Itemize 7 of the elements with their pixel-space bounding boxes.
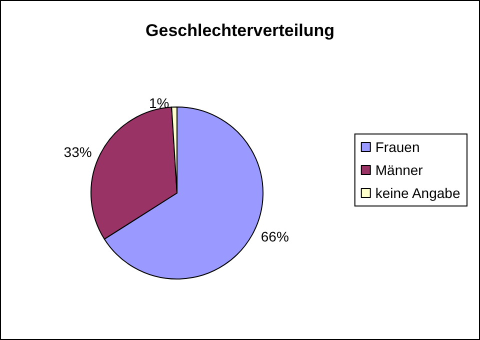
legend-label: keine Angabe	[375, 185, 460, 201]
data-label: 33%	[64, 144, 92, 160]
data-label: 66%	[260, 228, 289, 244]
legend-label: Männer	[375, 162, 424, 178]
legend-label: Frauen	[375, 139, 420, 155]
data-label: 1%	[148, 95, 170, 112]
chart-title: Geschlechterverteilung	[146, 21, 334, 40]
